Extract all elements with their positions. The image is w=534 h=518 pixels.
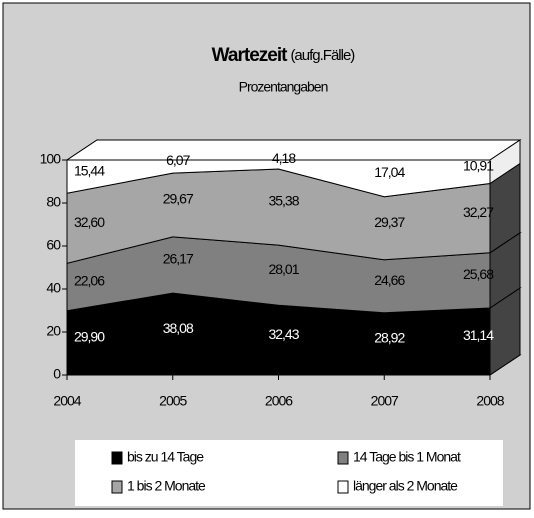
value-label: 28,92 <box>374 330 405 346</box>
legend-box <box>75 440 503 506</box>
y-tick-label: 0 <box>53 366 61 382</box>
value-label: 32,27 <box>463 204 494 220</box>
value-label: 32,60 <box>74 214 105 230</box>
y-tick-label: 20 <box>46 323 61 339</box>
legend-label: bis zu 14 Tage <box>127 449 204 465</box>
x-tick-label: 2004 <box>53 393 81 409</box>
legend-swatch <box>337 480 349 494</box>
x-tick-label: 2007 <box>371 393 399 409</box>
y-tick-label: 100 <box>40 151 62 167</box>
area <box>66 159 491 198</box>
chart-subtitle: Prozentangaben <box>239 79 328 95</box>
x-tick-label: 2005 <box>159 393 187 409</box>
y-tick-label: 40 <box>46 280 61 296</box>
value-label: 24,66 <box>374 272 405 288</box>
x-tick-label: 2006 <box>265 393 293 409</box>
legend-label: länger als 2 Monate <box>353 478 458 494</box>
y-tick-label: 80 <box>46 194 61 210</box>
value-label: 26,17 <box>163 251 194 267</box>
value-label: 28,01 <box>268 261 299 277</box>
value-label: 31,14 <box>463 327 494 343</box>
legend-swatch <box>337 451 349 465</box>
value-label: 25,68 <box>463 266 494 282</box>
chart-title: Wartezeit (aufg.Fälle) <box>212 45 356 66</box>
legend-swatch <box>111 480 123 494</box>
value-label: 4,18 <box>272 150 296 166</box>
title-main: Wartezeit <box>212 45 288 66</box>
value-label: 35,38 <box>268 193 299 209</box>
value-label: 6,07 <box>166 152 190 168</box>
title-note: (aufg.Fälle) <box>290 47 355 64</box>
y-tick-label: 60 <box>46 237 61 253</box>
legend-label: 1 bis 2 Monate <box>127 478 206 494</box>
value-label: 15,44 <box>74 162 105 178</box>
value-label: 38,08 <box>163 320 194 336</box>
value-label: 29,37 <box>374 214 405 230</box>
legend-swatch <box>111 451 123 465</box>
legend-label: 14 Tage bis 1 Monat <box>353 449 461 465</box>
value-label: 22,06 <box>74 273 105 289</box>
value-label: 17,04 <box>374 164 405 180</box>
value-label: 29,90 <box>74 329 105 345</box>
x-tick-label: 2008 <box>476 393 504 409</box>
value-label: 29,67 <box>163 191 194 207</box>
value-label: 10,91 <box>463 157 494 173</box>
value-label: 32,43 <box>268 326 299 342</box>
